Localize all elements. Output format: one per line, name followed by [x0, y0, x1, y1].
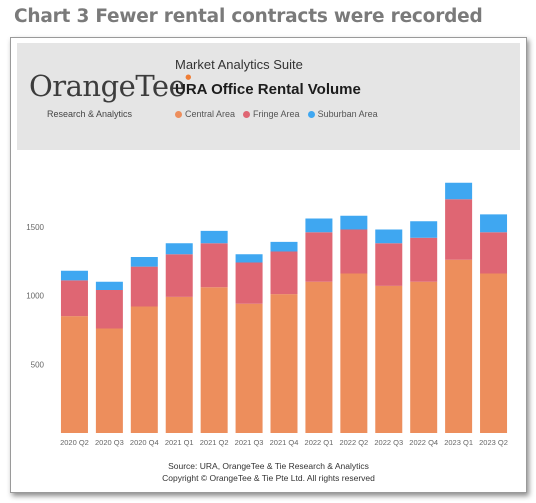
bar-segment-fringe — [130, 266, 158, 307]
bar-segment-fringe — [375, 243, 403, 286]
copyright-note: Copyright © OrangeTee & Tie Pte Ltd. All… — [162, 473, 375, 483]
x-tick-label: 2021 Q2 — [200, 438, 229, 447]
bar-segment-fringe — [95, 290, 123, 329]
bar-segment-central — [200, 287, 228, 433]
x-tick-label: 2020 Q3 — [95, 438, 124, 447]
x-tick-label: 2022 Q4 — [409, 438, 438, 447]
source-note: Source: URA, OrangeTee & Tie Research & … — [168, 461, 369, 471]
logo-subtitle: Research & Analytics — [47, 109, 133, 119]
logo-wordmark: OrangeTee — [29, 69, 186, 103]
bar-segment-fringe — [305, 232, 333, 282]
x-tick-label: 2021 Q4 — [270, 438, 299, 447]
bar-segment-fringe — [270, 251, 298, 295]
legend-label-suburban: Suburban Area — [317, 109, 378, 119]
bar-segment-central — [445, 259, 473, 433]
legend-label-fringe: Fringe Area — [253, 109, 300, 119]
legend-swatch-suburban — [307, 110, 315, 118]
bar-segment-central — [60, 316, 88, 433]
stacked-bar-plot: 500 1000 1500 2020 Q2 2020 Q3 2020 Q4 2021 Q1 2… — [26, 182, 508, 447]
x-tick-label: 2022 Q2 — [339, 438, 368, 447]
legend-item-fringe: Fringe Area — [243, 109, 300, 119]
bar-segment-central — [130, 306, 158, 433]
y-tick-label: 1000 — [26, 292, 44, 301]
bar-segment-central — [165, 296, 193, 433]
bar-segment-fringe — [60, 280, 88, 317]
bar-segment-central — [340, 273, 368, 433]
bar-segment-suburban — [375, 229, 403, 244]
suite-name: Market Analytics Suite — [175, 57, 303, 72]
bar-segment-central — [480, 273, 508, 433]
legend-item-suburban: Suburban Area — [307, 109, 378, 119]
chart-title: URA Office Rental Volume — [175, 81, 361, 98]
legend-item-central: Central Area — [175, 109, 235, 119]
page-heading: Chart 3 Fewer rental contracts were reco… — [14, 6, 483, 27]
chart-card: OrangeTee● Research & Analytics Market A… — [10, 37, 527, 493]
bar-segment-central — [95, 328, 123, 433]
x-tick-label: 2023 Q2 — [479, 438, 508, 447]
bar-segment-central — [305, 281, 333, 433]
legend-label-central: Central Area — [185, 109, 236, 119]
x-tick-label: 2020 Q4 — [130, 438, 159, 447]
x-tick-label: 2021 Q1 — [165, 438, 194, 447]
bar-segment-suburban — [165, 243, 193, 255]
bar-segment-suburban — [270, 241, 298, 252]
chart-banner: OrangeTee● Research & Analytics Market A… — [17, 43, 520, 150]
trademark-dot-icon: ● — [185, 73, 191, 81]
x-tick-label: 2022 Q3 — [374, 438, 403, 447]
y-tick-label: 500 — [31, 360, 45, 369]
bar-segment-fringe — [340, 229, 368, 274]
bar-segment-fringe — [200, 243, 228, 288]
bar-segment-fringe — [235, 262, 263, 304]
bar-segment-fringe — [480, 232, 508, 274]
legend-swatch-central — [175, 110, 182, 118]
bar-segment-central — [410, 281, 438, 433]
bar-segment-suburban — [200, 230, 228, 244]
bar-segment-suburban — [60, 270, 88, 281]
x-tick-label: 2021 Q3 — [235, 438, 264, 447]
bar-segment-suburban — [95, 281, 123, 290]
chart-legend: Central Area Fringe Area Suburban Area — [175, 109, 378, 119]
bar-segment-central — [375, 285, 403, 433]
bar-segment-fringe — [165, 254, 193, 297]
bar-segment-suburban — [410, 221, 438, 238]
x-tick-label: 2023 Q1 — [444, 438, 473, 447]
x-tick-label: 2020 Q2 — [60, 438, 89, 447]
bar-segment-suburban — [480, 214, 508, 233]
bar-segment-central — [235, 303, 263, 433]
bar-segment-suburban — [445, 182, 473, 200]
bar-segment-suburban — [130, 257, 158, 267]
y-tick-label: 1500 — [26, 223, 44, 232]
bar-segment-suburban — [340, 215, 368, 230]
legend-swatch-fringe — [243, 110, 251, 118]
bar-segment-fringe — [445, 199, 473, 260]
x-tick-label: 2022 Q1 — [305, 438, 334, 447]
orangetee-logo: OrangeTee● — [29, 69, 191, 103]
bar-segment-suburban — [235, 254, 263, 263]
bar-segment-suburban — [305, 218, 333, 233]
bar-segment-fringe — [410, 237, 438, 282]
bar-segment-central — [270, 294, 298, 433]
